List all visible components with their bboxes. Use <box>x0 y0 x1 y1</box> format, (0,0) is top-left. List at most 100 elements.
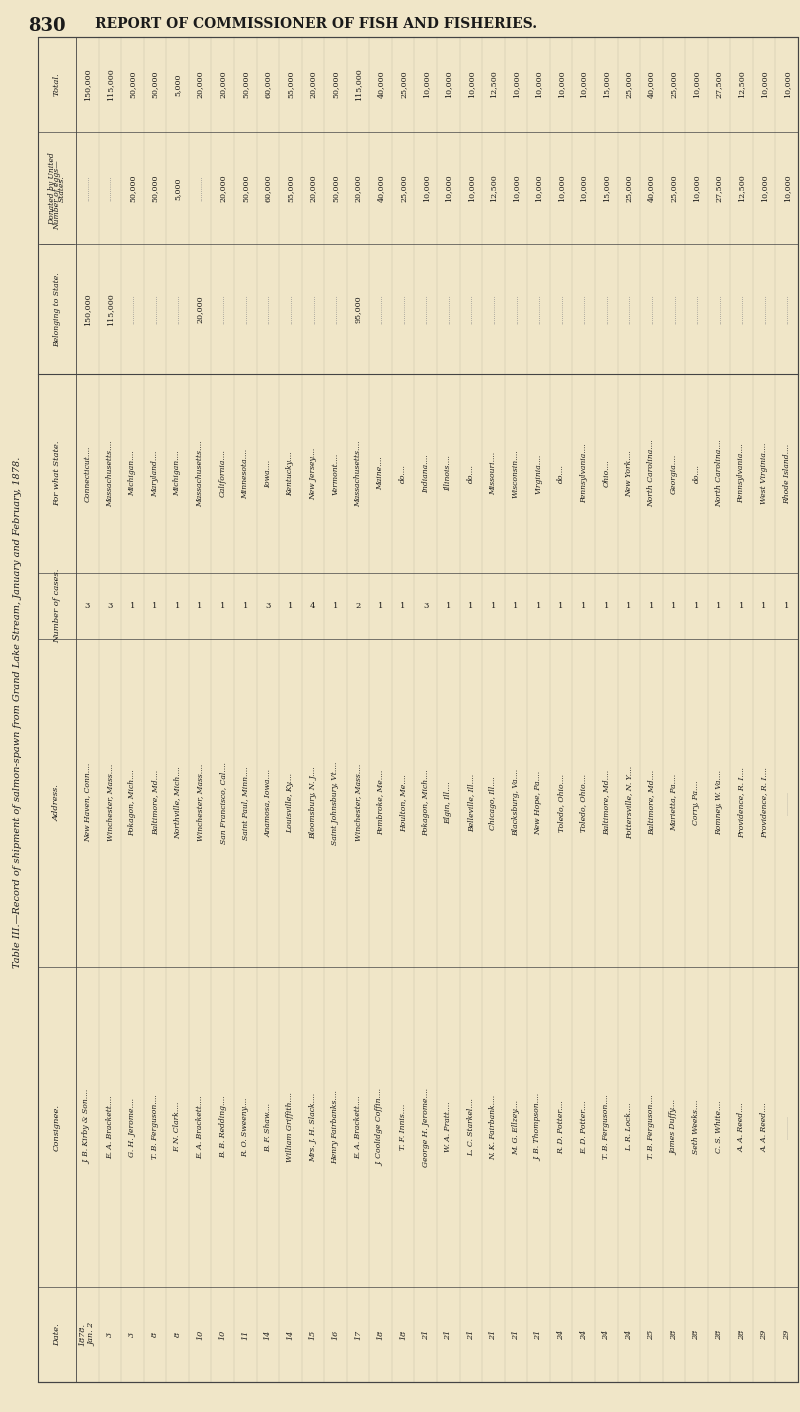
Text: 3: 3 <box>106 1332 114 1337</box>
Text: 16: 16 <box>331 1329 339 1340</box>
Text: E. A. Brackett....: E. A. Brackett.... <box>354 1096 362 1159</box>
Text: M. G. Ellzey....: M. G. Ellzey.... <box>512 1100 520 1155</box>
Text: 1: 1 <box>784 602 790 610</box>
Text: J. B. Kirby & Son....: J. B. Kirby & Son.... <box>83 1090 91 1163</box>
Text: 12,500: 12,500 <box>738 175 746 202</box>
Text: ..............: .............. <box>129 295 137 325</box>
Text: Michigan....: Michigan.... <box>174 450 182 497</box>
Text: Saint Paul, Minn....: Saint Paul, Minn.... <box>242 767 250 840</box>
Text: Henry Fairbanks....: Henry Fairbanks.... <box>331 1090 339 1163</box>
Text: 12,500: 12,500 <box>490 71 498 99</box>
Text: Indiana....: Indiana.... <box>422 455 430 493</box>
Text: 10,000: 10,000 <box>444 175 452 202</box>
Text: 60,000: 60,000 <box>264 71 272 99</box>
Text: 27,500: 27,500 <box>715 71 723 99</box>
Text: 10,000: 10,000 <box>422 71 430 99</box>
Text: 3: 3 <box>265 602 270 610</box>
Text: Illinois....: Illinois.... <box>444 456 452 491</box>
Text: 5,000: 5,000 <box>174 176 182 199</box>
Text: Seth Weeks....: Seth Weeks.... <box>693 1100 701 1154</box>
Text: Massachusetts....: Massachusetts.... <box>196 441 204 507</box>
Text: 25,000: 25,000 <box>399 71 407 99</box>
Text: 50,000: 50,000 <box>331 71 339 99</box>
Text: do....: do.... <box>399 465 407 483</box>
Text: 20,000: 20,000 <box>309 71 317 99</box>
Text: 1: 1 <box>175 602 180 610</box>
Text: ............: ............ <box>784 791 790 815</box>
Text: ..............: .............. <box>670 295 678 325</box>
Text: 20,000: 20,000 <box>354 175 362 202</box>
Text: 115,000: 115,000 <box>354 68 362 100</box>
Text: 25: 25 <box>647 1329 655 1340</box>
Text: ............: ............ <box>784 1115 790 1139</box>
Text: New Hope, Pa....: New Hope, Pa.... <box>534 771 542 834</box>
Text: 1: 1 <box>130 602 135 610</box>
Text: Address.: Address. <box>53 785 61 822</box>
Text: 5,000: 5,000 <box>174 73 182 96</box>
Text: 10,000: 10,000 <box>760 71 768 99</box>
Text: Houlton, Me....: Houlton, Me.... <box>399 774 407 832</box>
Text: Providence, R. I....: Providence, R. I.... <box>738 767 746 839</box>
Text: 21: 21 <box>467 1329 475 1340</box>
Text: 3: 3 <box>423 602 429 610</box>
Text: B. F. Shaw....: B. F. Shaw.... <box>264 1103 272 1152</box>
Text: R. O. Sweeny....: R. O. Sweeny.... <box>242 1097 250 1156</box>
Text: ..............: .............. <box>151 295 159 325</box>
Text: 10,000: 10,000 <box>557 71 565 99</box>
Text: West Virginia....: West Virginia.... <box>760 443 768 504</box>
Text: Louisville, Ky....: Louisville, Ky.... <box>286 772 294 833</box>
Text: Table III.—Record of shipment of salmon-spawn from Grand Lake Stream, January an: Table III.—Record of shipment of salmon-… <box>14 456 22 967</box>
Text: Pokagon, Mich....: Pokagon, Mich.... <box>422 770 430 836</box>
Text: ..............: .............. <box>444 295 452 325</box>
Text: ..............: .............. <box>377 295 385 325</box>
Text: Winchester, Mass....: Winchester, Mass.... <box>106 764 114 842</box>
Text: E. A. Brackett....: E. A. Brackett.... <box>106 1096 114 1159</box>
Text: 1: 1 <box>626 602 631 610</box>
Text: 24: 24 <box>580 1329 588 1340</box>
Text: Corry, Pa....: Corry, Pa.... <box>693 781 701 825</box>
Text: ..............: .............. <box>602 295 610 325</box>
Text: 21: 21 <box>490 1329 498 1340</box>
Text: Date.: Date. <box>53 1323 61 1346</box>
Text: ..............: .............. <box>286 295 294 325</box>
Text: 50,000: 50,000 <box>242 175 250 202</box>
Text: ..............: .............. <box>647 295 655 325</box>
Text: 10,000: 10,000 <box>760 175 768 202</box>
Text: ..............: .............. <box>693 295 701 325</box>
Text: 150,000: 150,000 <box>83 68 91 100</box>
Text: Mrs. J. H. Slack....: Mrs. J. H. Slack.... <box>309 1093 317 1162</box>
Text: 40,000: 40,000 <box>647 71 655 99</box>
Text: Maine....: Maine.... <box>377 456 385 490</box>
Text: Blacksburg, Va....: Blacksburg, Va.... <box>512 770 520 836</box>
Text: 2: 2 <box>355 602 361 610</box>
Text: 10,000: 10,000 <box>580 175 588 202</box>
Text: Pokagon, Mich....: Pokagon, Mich.... <box>129 770 137 836</box>
Text: Baltimore, Md....: Baltimore, Md.... <box>647 771 655 836</box>
Text: 50,000: 50,000 <box>242 71 250 99</box>
Text: 10,000: 10,000 <box>534 71 542 99</box>
Text: 14: 14 <box>286 1329 294 1340</box>
Text: ..............: .............. <box>760 295 768 325</box>
Text: 3: 3 <box>107 602 113 610</box>
Text: Consignee.: Consignee. <box>53 1104 61 1151</box>
Text: Belonging to State.: Belonging to State. <box>53 273 61 346</box>
Text: N. K. Fairbank....: N. K. Fairbank.... <box>490 1094 498 1159</box>
Text: 1: 1 <box>739 602 744 610</box>
Text: 11: 11 <box>242 1329 250 1340</box>
Text: F. N. Clark....: F. N. Clark.... <box>174 1101 182 1152</box>
Text: 21: 21 <box>444 1329 452 1340</box>
Text: 8: 8 <box>174 1332 182 1337</box>
Text: E. D. Potter....: E. D. Potter.... <box>580 1100 588 1154</box>
Text: E. A. Brackett....: E. A. Brackett.... <box>196 1096 204 1159</box>
Text: Missouri....: Missouri.... <box>490 452 498 496</box>
Text: 20,000: 20,000 <box>218 71 226 99</box>
Text: 8: 8 <box>151 1332 159 1337</box>
Text: ..............: .............. <box>625 295 633 325</box>
Text: Massachusetts....: Massachusetts.... <box>106 441 114 507</box>
Text: ............: ............ <box>196 175 204 201</box>
Text: 115,000: 115,000 <box>106 68 114 100</box>
Text: ..............: .............. <box>242 295 250 325</box>
Text: 40,000: 40,000 <box>377 71 385 99</box>
Text: 50,000: 50,000 <box>151 71 159 99</box>
Text: 40,000: 40,000 <box>377 175 385 202</box>
